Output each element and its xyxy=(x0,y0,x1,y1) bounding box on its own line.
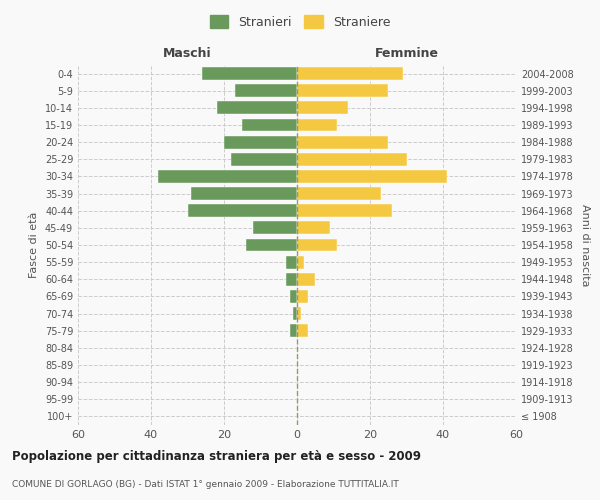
Bar xyxy=(232,153,297,166)
Bar xyxy=(235,84,297,97)
Bar xyxy=(253,222,297,234)
Bar xyxy=(297,153,407,166)
Y-axis label: Anni di nascita: Anni di nascita xyxy=(580,204,590,286)
Legend: Stranieri, Straniere: Stranieri, Straniere xyxy=(206,11,394,32)
Text: Femmine: Femmine xyxy=(374,47,439,60)
Bar xyxy=(297,187,381,200)
Bar xyxy=(217,102,297,114)
Bar xyxy=(297,222,330,234)
Y-axis label: Fasce di età: Fasce di età xyxy=(29,212,39,278)
Bar xyxy=(297,118,337,132)
Bar xyxy=(297,256,304,268)
Bar xyxy=(246,238,297,252)
Bar xyxy=(297,102,348,114)
Bar xyxy=(290,324,297,337)
Bar xyxy=(297,136,388,148)
Bar xyxy=(242,118,297,132)
Bar xyxy=(286,273,297,285)
Bar xyxy=(293,307,297,320)
Text: Maschi: Maschi xyxy=(163,47,212,60)
Bar xyxy=(297,67,403,80)
Bar xyxy=(224,136,297,148)
Bar xyxy=(297,84,388,97)
Bar xyxy=(297,204,392,217)
Bar xyxy=(158,170,297,183)
Bar xyxy=(202,67,297,80)
Bar xyxy=(290,290,297,303)
Bar xyxy=(297,238,337,252)
Bar xyxy=(297,290,308,303)
Bar xyxy=(286,256,297,268)
Bar xyxy=(187,204,297,217)
Text: COMUNE DI GORLAGO (BG) - Dati ISTAT 1° gennaio 2009 - Elaborazione TUTTITALIA.IT: COMUNE DI GORLAGO (BG) - Dati ISTAT 1° g… xyxy=(12,480,399,489)
Bar xyxy=(297,273,315,285)
Bar xyxy=(297,170,446,183)
Bar xyxy=(297,324,308,337)
Bar xyxy=(191,187,297,200)
Bar xyxy=(297,307,301,320)
Text: Popolazione per cittadinanza straniera per età e sesso - 2009: Popolazione per cittadinanza straniera p… xyxy=(12,450,421,463)
